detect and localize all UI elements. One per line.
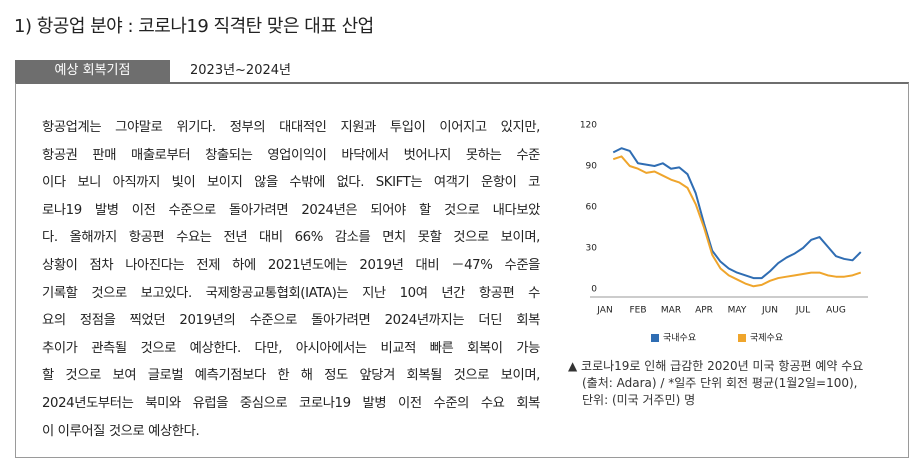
data-line — [612, 155, 862, 288]
body-text: 항공업계는 그야말로 위기다. 정부의 대대적인 지원과 투입이 이어지고 있지… — [42, 114, 540, 445]
x-tick-label: JUL — [795, 306, 810, 316]
text-line: 기록할 것으로 보고있다. 국제항공교통협회(IATA)는 지난 10여 년간 … — [42, 285, 540, 301]
x-tick-label: FEB — [629, 306, 646, 316]
tab-period: 2023년~2024년 — [190, 63, 291, 78]
x-tick-label: JUN — [761, 306, 778, 316]
x-tick-label: MAY — [728, 306, 747, 316]
x-tick-label: AUG — [826, 306, 846, 316]
text-line: 로나19 발병 이전 수준으로 돌아가려면 2024년은 되어야 할 것으로 내… — [42, 202, 540, 218]
caption-line: (출처: Adara) / *일주 단위 회전 평균(1월2일=100), — [582, 376, 858, 390]
legend-label: 국내수요 — [663, 333, 696, 344]
text-line: 항공권 판매 매출로부터 창출되는 영업이익이 바닥에서 벗어나지 못하는 수준 — [42, 147, 540, 163]
text-line: 추이가 관측될 것으로 예상한다. 다만, 아시아에서는 비교적 빠른 회복이 … — [42, 340, 540, 356]
x-tick-label: JAN — [596, 306, 612, 316]
content-box — [15, 82, 909, 458]
legend-swatch — [651, 334, 659, 342]
text-line: 2024년도부터는 북미와 유럽을 중심으로 코로나19 발병 이전 수준의 수… — [42, 395, 540, 411]
data-line — [612, 147, 862, 280]
legend-swatch — [738, 334, 746, 342]
text-line: 요의 정점을 찍었던 2019년의 수준으로 돌아가려면 2024년까지는 더딘… — [42, 313, 540, 329]
y-tick-label: 90 — [586, 162, 598, 172]
y-tick-label: 60 — [586, 203, 598, 213]
legend-label: 국제수요 — [750, 333, 783, 344]
y-tick-label: 0 — [591, 285, 597, 295]
section-title: 1) 항공업 분야 : 코로나19 직격탄 맞은 대표 산업 — [14, 16, 374, 37]
text-line: 항공업계는 그야말로 위기다. 정부의 대대적인 지원과 투입이 이어지고 있지… — [42, 120, 540, 135]
chart-caption: ▲ 코로나19로 인해 급감한 2020년 미국 항공편 예약 수요 (출처: A… — [568, 358, 863, 409]
text-line: 다. 올해까지 항공편 수요는 전년 대비 66% 감소를 면치 못할 것으로 … — [42, 230, 540, 246]
text-line: 할 것으로 보여 글로벌 예측기점보다 한 해 정도 앞당겨 회복될 것으로 보… — [42, 368, 540, 384]
text-line: 이 이루어질 것으로 예상한다. — [42, 423, 200, 439]
text-line: 이다 보니 아직까지 빛이 보이지 않을 수밖에 없다. SKIFT는 여객기 … — [42, 175, 540, 191]
caption-line: 단위: (미국 거주민) 명 — [582, 393, 696, 407]
caption-line: ▲ 코로나19로 인해 급감한 2020년 미국 항공편 예약 수요 — [568, 359, 864, 373]
text-line: 상황이 점차 나아진다는 전제 하에 2021년도에는 2019년 대비 －47… — [42, 257, 540, 273]
y-tick-label: 120 — [580, 121, 597, 131]
x-tick-label: MAR — [661, 306, 681, 316]
x-tick-label: APR — [695, 306, 713, 316]
tab-label: 예상 회복기점 — [15, 60, 170, 82]
y-tick-label: 30 — [586, 244, 598, 254]
